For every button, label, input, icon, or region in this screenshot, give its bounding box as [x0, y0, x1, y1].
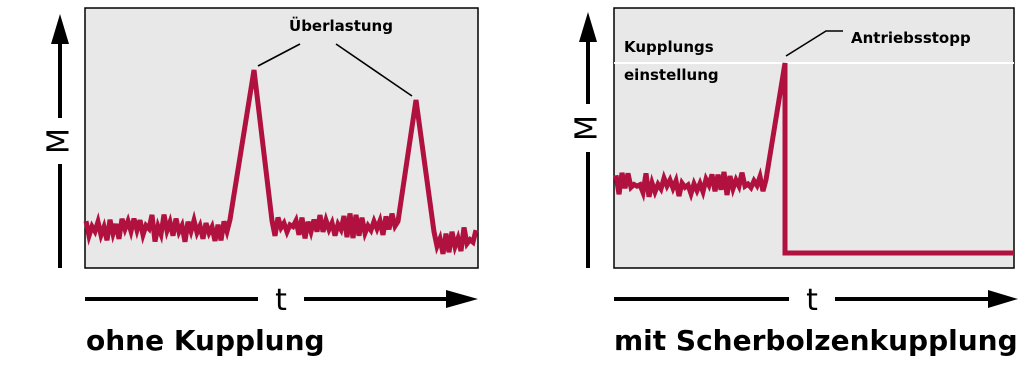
- right-torque-signal: [613, 62, 1014, 256]
- left-leader-line-2: [335, 43, 413, 97]
- left-caption: ohne Kupplung: [86, 324, 325, 357]
- right-x-axis-label: t: [806, 283, 818, 318]
- right-y-axis-arrowhead: [579, 12, 597, 42]
- left-x-axis-arrowhead: [446, 290, 478, 308]
- right-annotation-setting-line2: einstellung: [624, 66, 719, 84]
- left-leader-line-1: [257, 43, 301, 67]
- right-y-axis-label: M: [570, 115, 605, 141]
- right-x-axis-arrowhead: [988, 290, 1018, 308]
- left-annotation-overload: Überlastung: [289, 16, 393, 35]
- right-annotation-setting-line1: Kupplungs: [624, 38, 714, 56]
- left-y-axis-label: M: [42, 128, 77, 154]
- right-caption: mit Scherbolzenkupplung: [614, 324, 1018, 357]
- right-panel: M t Kupplungs einstellung Antriebsstopp …: [570, 7, 1018, 357]
- left-y-axis-arrowhead: [51, 14, 69, 44]
- left-x-axis-label: t: [275, 283, 287, 318]
- right-annotation-stop: Antriebsstopp: [851, 29, 971, 47]
- left-panel: M t Überlastung ohne Kupplung: [42, 7, 479, 357]
- right-leader-line: [785, 30, 843, 57]
- left-torque-signal: [83, 69, 479, 256]
- right-plot-area: [613, 7, 1015, 269]
